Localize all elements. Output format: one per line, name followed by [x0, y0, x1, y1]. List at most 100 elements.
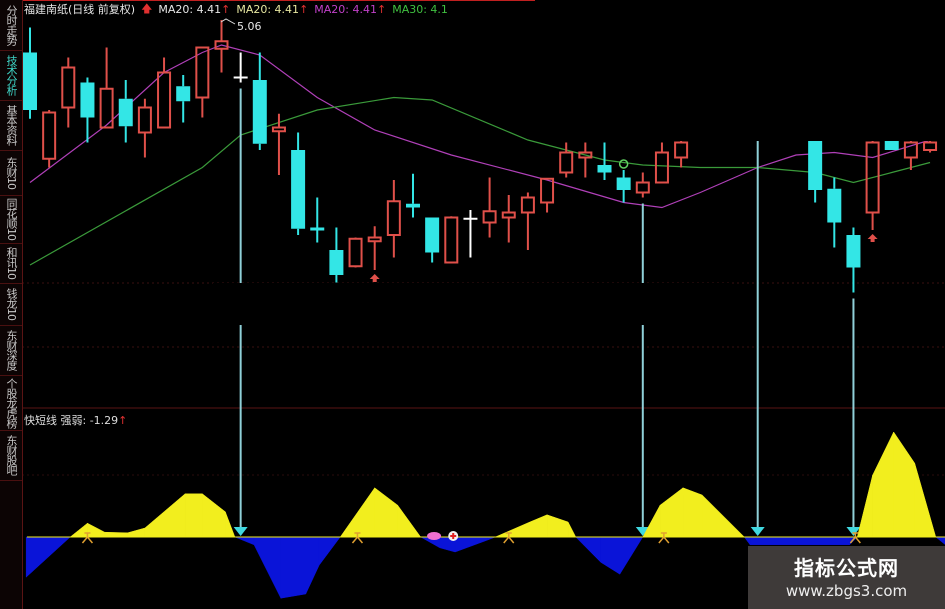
oscillator-negative-area	[253, 536, 282, 599]
candle	[291, 132, 306, 235]
ma-value: MA20: 4.41	[314, 2, 377, 16]
sidebar-item[interactable]: 东财股吧	[0, 430, 22, 481]
candle	[271, 113, 286, 175]
oscillator-negative-area	[749, 536, 850, 546]
candle	[80, 77, 95, 143]
candle-body	[386, 200, 401, 236]
candle-body	[425, 217, 440, 253]
candle	[540, 177, 555, 213]
candle	[252, 52, 267, 150]
candle-body	[252, 80, 267, 144]
candle-body	[654, 151, 669, 184]
sidebar-item[interactable]: 个股龙虎榜	[0, 375, 22, 431]
candle	[559, 142, 574, 178]
oscillator-positive-area	[495, 521, 531, 538]
candle-body	[482, 210, 497, 224]
candle	[616, 170, 631, 203]
down-triangle-icon	[635, 527, 650, 536]
candle-body	[176, 86, 191, 102]
candle-body	[635, 181, 650, 194]
up-arrow-icon: ↑	[221, 2, 231, 16]
candle-body	[329, 250, 344, 275]
oscillator-positive-area	[339, 487, 375, 538]
oscillator-negative-area	[935, 536, 945, 545]
oscillator-positive-area	[69, 522, 88, 538]
up-arrow-icon	[369, 274, 380, 282]
ma-label: MA20: 4.41↑	[314, 3, 386, 16]
candle-body	[61, 66, 76, 109]
oscillator-positive-area	[127, 527, 146, 538]
sidebar-item[interactable]: 和讯10	[0, 243, 22, 284]
candle-body	[616, 177, 631, 190]
buy-marker-icon	[81, 532, 94, 544]
candle-body	[674, 141, 689, 159]
chart-header: 福建南纸(日线 前复权) 🡅 MA20: 4.41↑ MA20: 4.41↑ M…	[24, 1, 448, 17]
sidebar-item[interactable]: 技术分析	[0, 50, 22, 101]
candle-body	[291, 150, 306, 229]
candle	[808, 133, 823, 203]
oscillator-positive-area	[225, 511, 236, 538]
oscillator-positive-area	[184, 493, 203, 538]
candle-body	[310, 227, 325, 231]
oscillator-positive-area	[144, 493, 186, 538]
watermark-url: www.zbgs3.com	[785, 582, 908, 600]
oscillator-positive-area	[374, 487, 398, 538]
candle	[635, 172, 650, 198]
stock-title: 福建南纸(日线 前复权)	[24, 3, 136, 16]
oscillator-positive-area	[682, 487, 703, 538]
candle	[329, 227, 344, 283]
candle-body	[271, 126, 286, 133]
candle-body	[578, 151, 593, 159]
red-cross-icon	[450, 533, 457, 539]
candle-body	[865, 141, 880, 214]
sidebar-item[interactable]: 东财10	[0, 150, 22, 196]
pink-marker-icon	[427, 532, 442, 540]
oscillator-positive-area	[87, 522, 105, 538]
down-triangle-icon	[846, 527, 861, 536]
sidebar-item[interactable]: 基本资料	[0, 100, 22, 151]
candle-body	[80, 82, 95, 118]
candle-body	[444, 216, 459, 264]
candle-body	[884, 140, 899, 150]
candle	[501, 195, 516, 243]
oscillator-negative-area	[575, 536, 601, 563]
watermark: 指标公式网 www.zbgs3.com	[748, 546, 945, 609]
candle	[827, 177, 842, 248]
oscillator-positive-area	[202, 493, 226, 538]
oscillator-positive-area	[914, 463, 937, 538]
oscillator-positive-area	[567, 521, 577, 538]
candle-body	[348, 237, 363, 268]
candle	[654, 142, 669, 184]
candle	[846, 227, 861, 293]
down-triangle-icon	[750, 527, 765, 536]
sidebar-item[interactable]: 钱龙10	[0, 283, 22, 326]
sidebar-item[interactable]: 东财深度	[0, 325, 22, 376]
candle	[406, 173, 420, 218]
candle	[310, 197, 325, 243]
high-price-label: 5.06	[237, 20, 262, 33]
candle-body	[118, 98, 133, 127]
candle-body	[406, 203, 420, 208]
candle	[367, 226, 382, 270]
candle	[386, 180, 401, 258]
oscillator-positive-area	[659, 487, 684, 538]
candle-body	[214, 40, 229, 50]
oscillator-negative-area	[600, 536, 621, 575]
sidebar: 分时走势 技术分析 基本资料 东财10 同花顺10 和讯10 钱龙10 东财深度 个股龙虎榜 东财…	[0, 0, 23, 609]
candle	[348, 237, 363, 268]
redaction-box-top-right	[534, 1, 945, 141]
sidebar-item[interactable]: 分时走势	[0, 0, 22, 51]
candle	[157, 57, 172, 129]
sidebar-item[interactable]: 同花顺10	[0, 195, 22, 244]
candle	[137, 98, 152, 158]
up-arrow-icon	[867, 234, 878, 242]
down-triangle-icon	[233, 527, 248, 536]
oscillator-positive-area	[893, 431, 915, 538]
price-markers	[369, 159, 878, 282]
oscillator-positive-area	[397, 504, 422, 538]
oscillator-negative-area	[25, 536, 71, 578]
candle-body	[501, 211, 516, 219]
candle-body	[827, 188, 842, 223]
candle	[578, 142, 593, 178]
